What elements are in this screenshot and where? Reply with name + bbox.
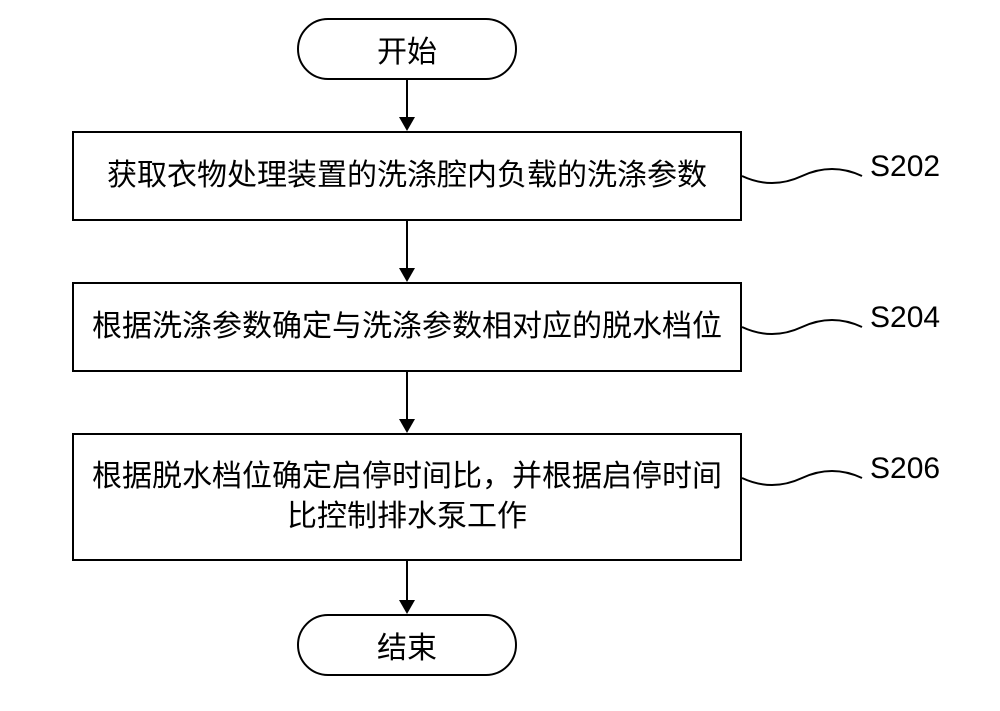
- edge-s202-s204: [406, 221, 408, 268]
- label-s206: S206: [870, 452, 940, 486]
- edge-s204-s206-head: [399, 419, 415, 433]
- end-node: 结束: [297, 614, 517, 676]
- start-node: 开始: [297, 18, 517, 80]
- label-s204: S204: [870, 301, 940, 335]
- edge-s206-end: [406, 561, 408, 600]
- process-s202-text: 获取衣物处理装置的洗涤腔内负载的洗涤参数: [107, 156, 707, 197]
- process-s204: 根据洗涤参数确定与洗涤参数相对应的脱水档位: [72, 282, 742, 372]
- process-s206: 根据脱水档位确定启停时间比，并根据启停时间 比控制排水泵工作: [72, 433, 742, 561]
- edge-s206-end-head: [399, 600, 415, 614]
- start-label: 开始: [377, 27, 437, 71]
- edge-s204-s206: [406, 372, 408, 419]
- process-s206-text: 根据脱水档位确定启停时间比，并根据启停时间 比控制排水泵工作: [92, 457, 722, 538]
- edge-start-s202: [406, 80, 408, 117]
- process-s204-text: 根据洗涤参数确定与洗涤参数相对应的脱水档位: [92, 307, 722, 348]
- connector-s202: [742, 162, 862, 192]
- connector-s204: [742, 313, 862, 343]
- edge-s202-s204-head: [399, 268, 415, 282]
- end-label: 结束: [377, 623, 437, 667]
- process-s202: 获取衣物处理装置的洗涤腔内负载的洗涤参数: [72, 131, 742, 221]
- connector-s206: [742, 464, 862, 494]
- flowchart-canvas: 开始 获取衣物处理装置的洗涤腔内负载的洗涤参数 S202 根据洗涤参数确定与洗涤…: [0, 0, 1000, 711]
- label-s202: S202: [870, 150, 940, 184]
- edge-start-s202-head: [399, 117, 415, 131]
